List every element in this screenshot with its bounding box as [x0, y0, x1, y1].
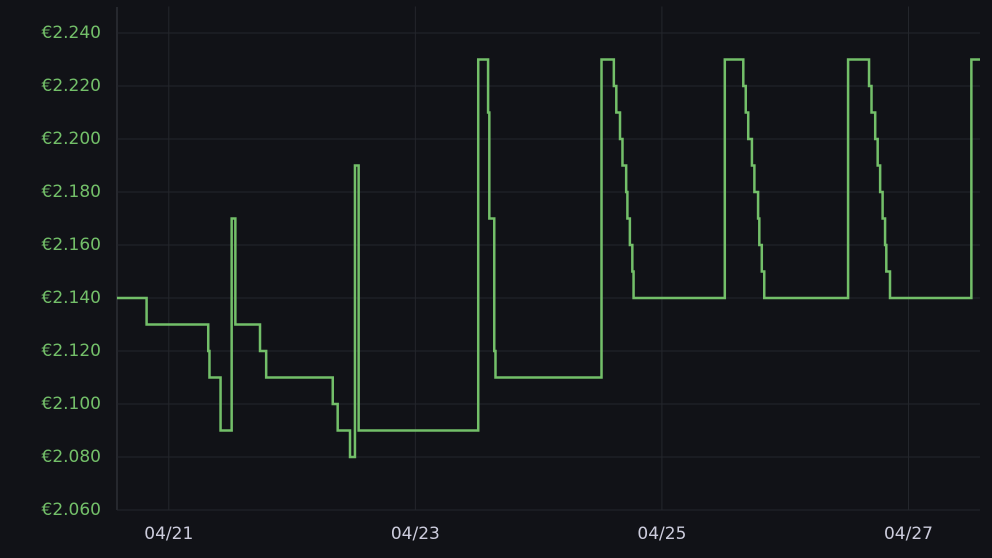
y-tick-label: €2.240 [42, 23, 101, 43]
y-tick-label: €2.200 [42, 129, 101, 149]
y-tick-label: €2.120 [42, 341, 101, 361]
y-tick-label: €2.100 [42, 394, 101, 414]
y-tick-label: €2.060 [42, 500, 101, 520]
x-tick-label: 04/27 [884, 524, 933, 544]
x-tick-label: 04/25 [637, 524, 686, 544]
x-tick-label: 04/23 [391, 524, 440, 544]
y-tick-label: €2.160 [42, 235, 101, 255]
x-tick-label: 04/21 [144, 524, 193, 544]
y-tick-label: €2.080 [42, 447, 101, 467]
y-tick-label: €2.220 [42, 76, 101, 96]
y-tick-label: €2.180 [42, 182, 101, 202]
price-line [117, 58, 980, 459]
y-tick-label: €2.140 [42, 288, 101, 308]
